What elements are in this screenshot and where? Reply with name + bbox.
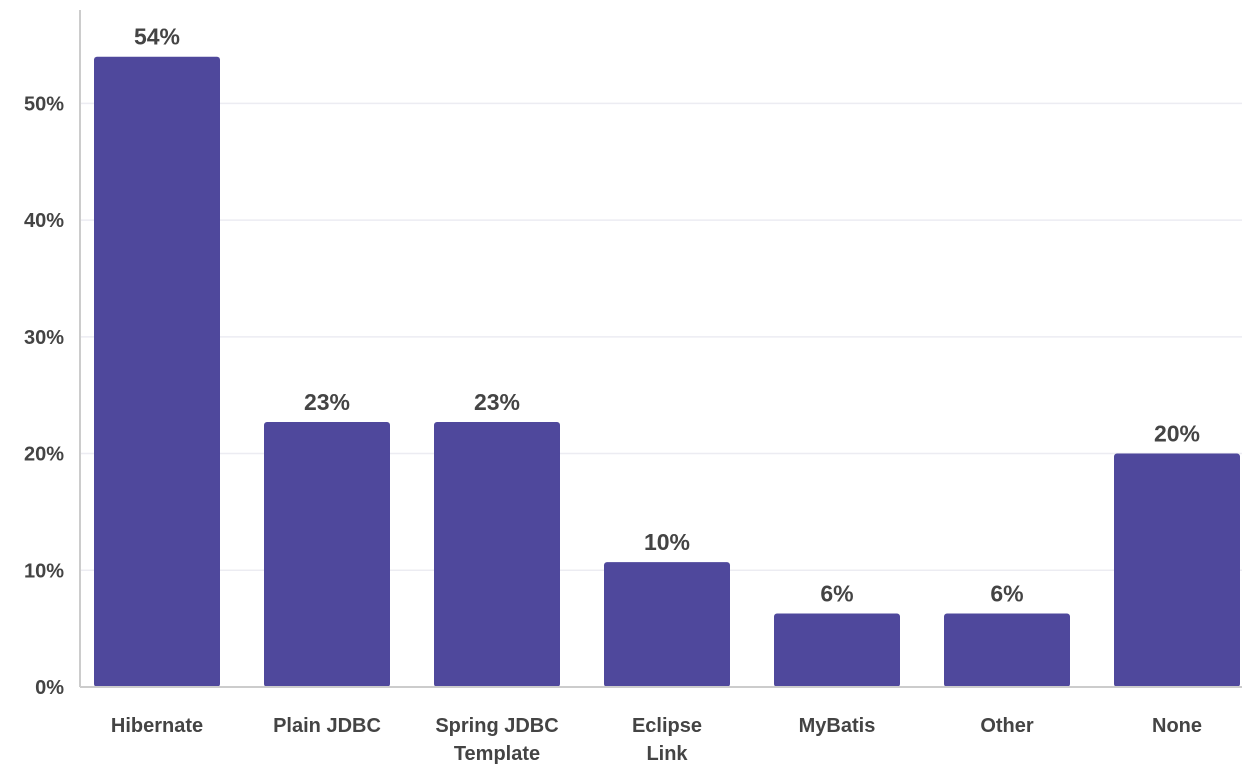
- data-label: 20%: [1154, 421, 1200, 447]
- y-tick-label: 0%: [35, 677, 64, 699]
- x-tick-label: None: [1152, 715, 1202, 737]
- data-label: 23%: [304, 389, 350, 415]
- grid-lines: [80, 102, 1242, 572]
- y-tick-label: 40%: [24, 210, 64, 232]
- y-tick-label: 20%: [24, 444, 64, 466]
- data-label: 6%: [820, 580, 853, 606]
- x-axis-category-labels: Hibernate Plain JDBC Spring JDBC Template Ec…: [111, 715, 1202, 765]
- bar: [264, 422, 390, 687]
- x-tick-label: Other: [980, 715, 1034, 737]
- bar: [94, 56, 220, 688]
- data-label: 54%: [134, 24, 180, 50]
- y-tick-label: 50%: [24, 93, 64, 115]
- data-labels: 54% 23% 23% 10% 6% 6% 20%: [134, 24, 1200, 607]
- y-tick-label: 30%: [24, 327, 64, 349]
- x-tick-label: Hibernate: [111, 715, 203, 737]
- data-label: 6%: [990, 580, 1023, 606]
- bar: [1114, 453, 1240, 687]
- y-tick-label: 10%: [24, 560, 64, 582]
- x-tick-label: Spring JDBC Template: [435, 715, 558, 765]
- bar: [944, 613, 1070, 687]
- bar: [434, 422, 560, 687]
- axes: [79, 10, 1242, 688]
- data-label: 10%: [644, 529, 690, 555]
- data-label: 23%: [474, 389, 520, 415]
- x-tick-label: MyBatis: [799, 715, 876, 737]
- bar: [774, 613, 900, 687]
- bars: [94, 56, 1240, 688]
- x-tick-label: Plain JDBC: [273, 715, 381, 737]
- bar: [604, 562, 730, 687]
- x-tick-label: Eclipse Link: [632, 715, 702, 765]
- y-axis-tick-labels: 0% 10% 20% 30% 40% 50%: [24, 93, 64, 699]
